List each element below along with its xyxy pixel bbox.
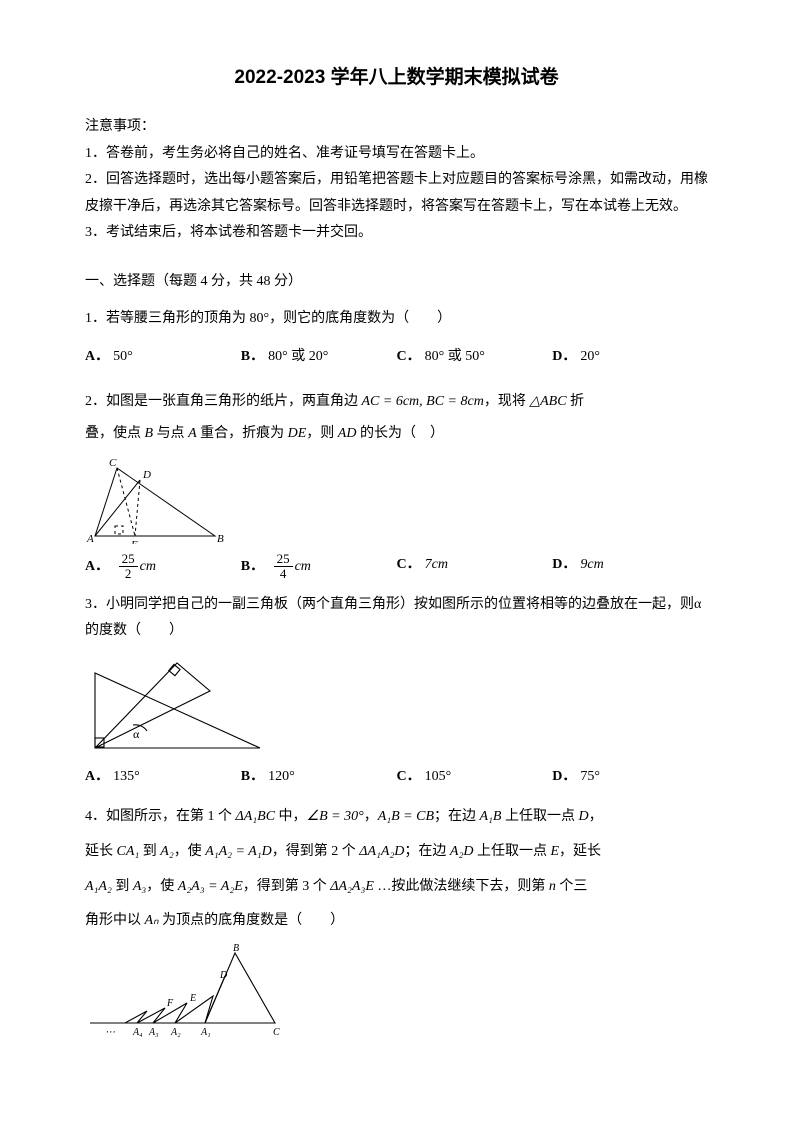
note-1: 1．答卷前，考生务必将自己的姓名、准考证号填写在答题卡上。 bbox=[85, 141, 708, 168]
svg-text:A₃: A₃ bbox=[148, 1027, 159, 1038]
svg-text:B: B bbox=[233, 943, 239, 954]
section-1-heading: 一、选择题（每题 4 分，共 48 分） bbox=[85, 269, 708, 296]
svg-text:A₁: A₁ bbox=[200, 1027, 211, 1038]
q4-line2: 延长 CA₁ 到 A₂，使 A₁A₂ = A₁D，得到第 2 个 ΔA₁A₂D；… bbox=[85, 839, 708, 866]
fraction: 252 bbox=[119, 552, 138, 582]
svg-text:A: A bbox=[86, 533, 94, 544]
svg-text:⋯: ⋯ bbox=[105, 1027, 115, 1038]
q1-opt-d: D．20° bbox=[552, 344, 708, 371]
q2-options: A． 252cm B． 254cm C．7cm D．9cm bbox=[85, 552, 708, 582]
q3-figure: α bbox=[85, 653, 708, 758]
q2-opt-a: A． 252cm bbox=[85, 552, 241, 582]
q1-opt-a: A．50° bbox=[85, 344, 241, 371]
note-2: 2．回答选择题时，选出每小题答案后，用铅笔把答题卡上对应题目的答案标号涂黑，如需… bbox=[85, 167, 708, 220]
q2-opt-c: C．7cm bbox=[397, 552, 553, 582]
svg-text:A₂: A₂ bbox=[170, 1027, 181, 1038]
svg-text:A₄: A₄ bbox=[132, 1027, 143, 1038]
q1-opt-b: B．80° 或 20° bbox=[241, 344, 397, 371]
svg-text:α: α bbox=[133, 727, 140, 741]
svg-text:E: E bbox=[130, 539, 138, 544]
q2-line2: 叠，使点 B 与点 A 重合，折痕为 DE，则 AD 的长为（ ） bbox=[85, 421, 708, 448]
q3-opt-d: D．75° bbox=[552, 764, 708, 791]
q1-options: A．50° B．80° 或 20° C．80° 或 50° D．20° bbox=[85, 344, 708, 371]
q3-opt-c: C．105° bbox=[397, 764, 553, 791]
svg-text:F: F bbox=[166, 998, 174, 1009]
svg-text:C: C bbox=[273, 1027, 280, 1038]
q3-text: 3．小明同学把自己的一副三角板（两个直角三角形）按如图所示的位置将相等的边叠放在… bbox=[85, 592, 708, 645]
notes-heading: 注意事项： bbox=[85, 114, 708, 141]
exam-page: 2022-2023 学年八上数学期末模拟试卷 注意事项： 1．答卷前，考生务必将… bbox=[0, 0, 793, 1082]
svg-text:C: C bbox=[109, 457, 117, 469]
q1-opt-c: C．80° 或 50° bbox=[397, 344, 553, 371]
q4-line3: A₁A₂ 到 A₃，使 A₂A₃ = A₂E，得到第 3 个 ΔA₂A₃E …按… bbox=[85, 874, 708, 901]
q2-opt-b: B． 254cm bbox=[241, 552, 397, 582]
triangle-fold-icon: A B C D E bbox=[85, 456, 225, 544]
q2-line1: 2．如图是一张直角三角形的纸片，两直角边 AC = 6cm, BC = 8cm，… bbox=[85, 389, 708, 416]
note-3: 3．考试结束后，将本试卷和答题卡一并交回。 bbox=[85, 220, 708, 247]
q3-options: A．135° B．120° C．105° D．75° bbox=[85, 764, 708, 791]
question-3: 3．小明同学把自己的一副三角板（两个直角三角形）按如图所示的位置将相等的边叠放在… bbox=[85, 592, 708, 791]
question-1: 1．若等腰三角形的顶角为 80°，则它的底角度数为（ ） A．50° B．80°… bbox=[85, 306, 708, 371]
q4-line4: 角形中以 Aₙ 为顶点的底角度数是（ ） bbox=[85, 908, 708, 935]
svg-text:D: D bbox=[142, 469, 151, 481]
fraction: 254 bbox=[274, 552, 293, 582]
svg-text:D: D bbox=[219, 970, 228, 981]
question-4: 4．如图所示，在第 1 个 ΔA₁BC 中，∠B = 30°，A₁B = CB；… bbox=[85, 804, 708, 1037]
iterated-triangles-icon: B D E F C A₁ A₂ A₃ A₄ ⋯ bbox=[85, 943, 285, 1038]
q4-figure: B D E F C A₁ A₂ A₃ A₄ ⋯ bbox=[85, 943, 708, 1038]
q3-opt-a: A．135° bbox=[85, 764, 241, 791]
q2-figure: A B C D E bbox=[85, 456, 708, 544]
svg-text:B: B bbox=[217, 533, 224, 544]
q1-text: 1．若等腰三角形的顶角为 80°，则它的底角度数为（ ） bbox=[85, 306, 708, 333]
question-2: 2．如图是一张直角三角形的纸片，两直角边 AC = 6cm, BC = 8cm，… bbox=[85, 389, 708, 582]
q4-line1: 4．如图所示，在第 1 个 ΔA₁BC 中，∠B = 30°，A₁B = CB；… bbox=[85, 804, 708, 831]
page-title: 2022-2023 学年八上数学期末模拟试卷 bbox=[85, 60, 708, 96]
q3-opt-b: B．120° bbox=[241, 764, 397, 791]
svg-text:E: E bbox=[189, 993, 196, 1004]
set-squares-icon: α bbox=[85, 653, 270, 758]
q2-opt-d: D．9cm bbox=[552, 552, 708, 582]
